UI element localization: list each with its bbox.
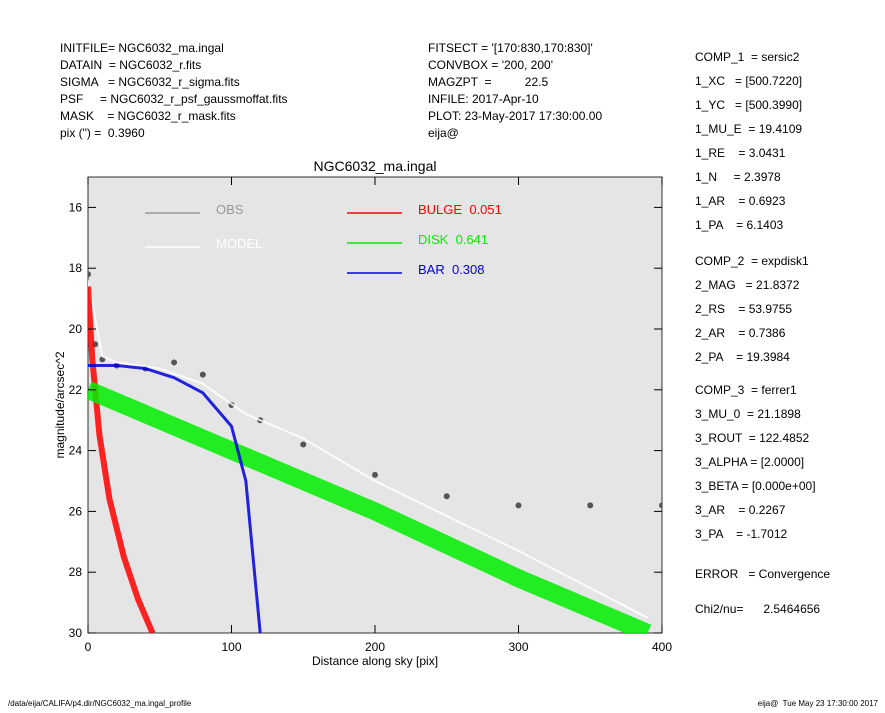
legend-fraction: 0.051 — [469, 202, 502, 217]
legend-label: OBS — [216, 202, 244, 217]
footer-right: eija@ Tue May 23 17:30:00 2017 — [758, 699, 879, 708]
legend-fraction: 0.641 — [456, 232, 489, 247]
obs-point — [199, 371, 206, 378]
obs-point — [515, 502, 522, 509]
parameter-line: 3_MU_0 = 21.1898 — [695, 407, 801, 421]
y-tick-label: 30 — [69, 626, 83, 640]
x-axis-label: Distance along sky [pix] — [312, 654, 438, 668]
obs-point — [443, 493, 450, 500]
header-left-line: INITFILE= NGC6032_ma.ingal — [60, 41, 224, 55]
obs-point — [587, 502, 594, 509]
parameter-line: COMP_2 = expdisk1 — [695, 254, 809, 268]
legend-label: BULGE 0.051 — [418, 202, 502, 217]
legend-fraction: 0.308 — [452, 262, 485, 277]
y-tick-label: 26 — [69, 504, 83, 518]
parameter-line: 2_MAG = 21.8372 — [695, 278, 800, 292]
parameter-line: Chi2/nu= 2.5464656 — [695, 602, 820, 616]
parameter-line: COMP_1 = sersic2 — [695, 50, 800, 64]
header-left-line: SIGMA = NGC6032_r_sigma.fits — [60, 75, 240, 89]
parameter-line: ERROR = Convergence — [695, 567, 830, 581]
legend-name: DISK — [418, 232, 449, 247]
header-left-line: DATAIN = NGC6032_r.fits — [60, 58, 201, 72]
plot-area — [87, 176, 663, 634]
legend-name: OBS — [216, 202, 244, 217]
parameter-line: 1_XC = [500.7220] — [695, 74, 802, 88]
parameter-line: 1_YC = [500.3990] — [695, 98, 802, 112]
legend-label: MODEL — [216, 236, 262, 251]
x-tick-label: 300 — [508, 640, 528, 654]
legend-label: BAR 0.308 — [418, 262, 485, 277]
legend-label: DISK 0.641 — [418, 232, 488, 247]
legend-name: BULGE — [418, 202, 462, 217]
legend-name: MODEL — [216, 236, 262, 251]
header-left-line: pix (") = 0.3960 — [60, 126, 145, 140]
obs-point — [171, 359, 178, 366]
header-middle-line: eija@ — [428, 126, 459, 140]
obs-point — [372, 471, 378, 478]
header-left-line: MASK = NGC6032_r_mask.fits — [60, 109, 236, 123]
legend-name: BAR — [418, 262, 445, 277]
parameter-line: 1_N = 2.3978 — [695, 170, 781, 184]
footer-left: /data/eija/CALIFA/p4.dir/NGC6032_ma.inga… — [8, 699, 192, 708]
parameter-line: 3_ALPHA = [2.0000] — [695, 455, 804, 469]
chart-title: NGC6032_ma.ingal — [314, 158, 437, 174]
y-tick-label: 24 — [69, 444, 83, 458]
parameter-line: COMP_3 = ferrer1 — [695, 383, 797, 397]
y-tick-label: 22 — [69, 383, 83, 397]
header-middle-line: FITSECT = '[170:830,170:830]' — [428, 41, 593, 55]
obs-point — [300, 441, 307, 448]
parameter-line: 3_PA = -1.7012 — [695, 527, 788, 541]
y-tick-label: 16 — [69, 200, 83, 214]
plot-layer — [88, 271, 662, 633]
obs-point — [88, 271, 91, 278]
y-tick-label: 20 — [69, 322, 83, 336]
header-middle-line: PLOT: 23-May-2017 17:30:00.00 — [428, 109, 602, 123]
x-tick-label: 0 — [85, 640, 92, 654]
header-middle-line: CONVBOX = '200, 200' — [428, 58, 553, 72]
header-middle-line: INFILE: 2017-Apr-10 — [428, 92, 539, 106]
x-tick-label: 200 — [365, 640, 385, 654]
parameter-line: 3_AR = 0.2267 — [695, 503, 786, 517]
parameter-line: 1_RE = 3.0431 — [695, 146, 786, 160]
parameter-line: 3_ROUT = 122.4852 — [695, 431, 810, 445]
parameter-line: 2_AR = 0.7386 — [695, 326, 786, 340]
parameter-line: 2_RS = 53.9755 — [695, 302, 792, 316]
header-middle-line: MAGZPT = 22.5 — [428, 75, 548, 89]
parameter-line: 1_PA = 6.1403 — [695, 218, 784, 232]
component-curve — [88, 363, 262, 633]
parameter-line: 1_AR = 0.6923 — [695, 194, 786, 208]
component-curve — [88, 381, 652, 633]
component-curve — [88, 280, 649, 619]
obs-point — [659, 502, 662, 509]
x-tick-label: 400 — [652, 640, 672, 654]
header-left-line: PSF = NGC6032_r_psf_gaussmoffat.fits — [60, 92, 288, 106]
parameter-line: 1_MU_E = 19.4109 — [695, 122, 802, 136]
y-tick-label: 18 — [69, 261, 83, 275]
parameter-line: 3_BETA = [0.000e+00] — [695, 479, 816, 493]
y-tick-label: 28 — [69, 565, 83, 579]
x-tick-label: 100 — [221, 640, 241, 654]
component-curve — [88, 286, 156, 633]
y-axis-label: magnitude/arcsec^2 — [53, 351, 67, 458]
parameter-line: 2_PA = 19.3984 — [695, 350, 790, 364]
